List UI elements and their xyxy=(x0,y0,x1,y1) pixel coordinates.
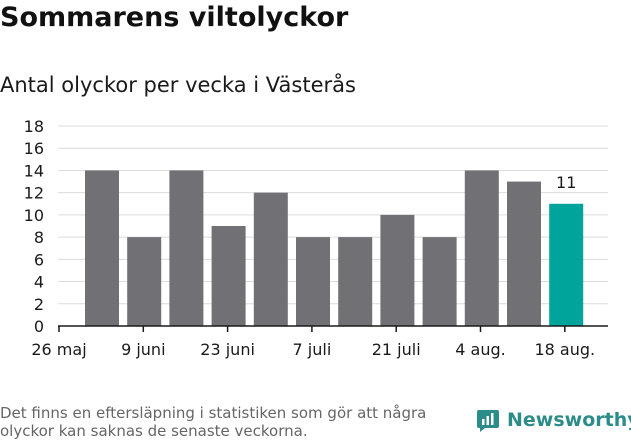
x-tick-label: 4 aug. xyxy=(455,340,505,359)
x-tick-label: 7 juli xyxy=(293,340,332,359)
y-tick-label: 8 xyxy=(34,228,44,247)
y-tick-label: 18 xyxy=(24,117,44,136)
bar xyxy=(380,214,415,326)
x-tick-label: 9 juni xyxy=(121,340,165,359)
bar xyxy=(169,170,204,326)
bar xyxy=(464,170,499,326)
x-tick-label: 21 juli xyxy=(372,340,421,359)
bar xyxy=(507,181,541,326)
y-tick-label: 12 xyxy=(24,184,44,203)
bar xyxy=(338,237,373,326)
bar xyxy=(127,237,162,326)
bar xyxy=(85,170,119,326)
y-tick-label: 16 xyxy=(24,139,44,158)
y-tick-label: 10 xyxy=(24,206,44,225)
bars xyxy=(85,170,584,326)
chart-subtitle: Antal olyckor per vecka i Västerås xyxy=(0,73,356,97)
footnote: Det finns en eftersläpning i statistiken… xyxy=(0,404,427,440)
newsworthy-logo-icon xyxy=(477,410,499,432)
x-axis: 26 maj 9 juni 23 juni 7 juli 21 juli 4 aug. 18… xyxy=(31,325,608,359)
y-tick-label: 14 xyxy=(24,161,44,180)
data-label: 11 xyxy=(556,173,576,192)
bar xyxy=(211,226,246,326)
brand-name: Newsworthy xyxy=(507,409,631,431)
bar xyxy=(253,192,288,326)
chart-title: Sommarens viltolyckor xyxy=(0,2,349,33)
x-tick-label: 18 aug. xyxy=(534,340,595,359)
y-axis-ticks: 0 2 4 6 8 10 12 14 16 18 xyxy=(24,117,44,336)
data-labels: 11 xyxy=(556,173,576,192)
x-tick-label: 26 maj xyxy=(31,340,86,359)
brand-logo: Newsworthy xyxy=(476,408,631,432)
y-tick-label: 0 xyxy=(34,317,44,336)
bar-highlight xyxy=(549,203,584,326)
y-tick-label: 6 xyxy=(34,250,44,269)
y-tick-label: 2 xyxy=(34,295,44,314)
y-tick-label: 4 xyxy=(34,273,44,292)
bar-chart: 0 2 4 6 8 10 12 14 16 18 26 maj 9 juni 23 juni 7 jul… xyxy=(24,117,608,359)
x-tick-label: 23 juni xyxy=(200,340,255,359)
bar xyxy=(296,237,330,326)
bar xyxy=(422,237,457,326)
